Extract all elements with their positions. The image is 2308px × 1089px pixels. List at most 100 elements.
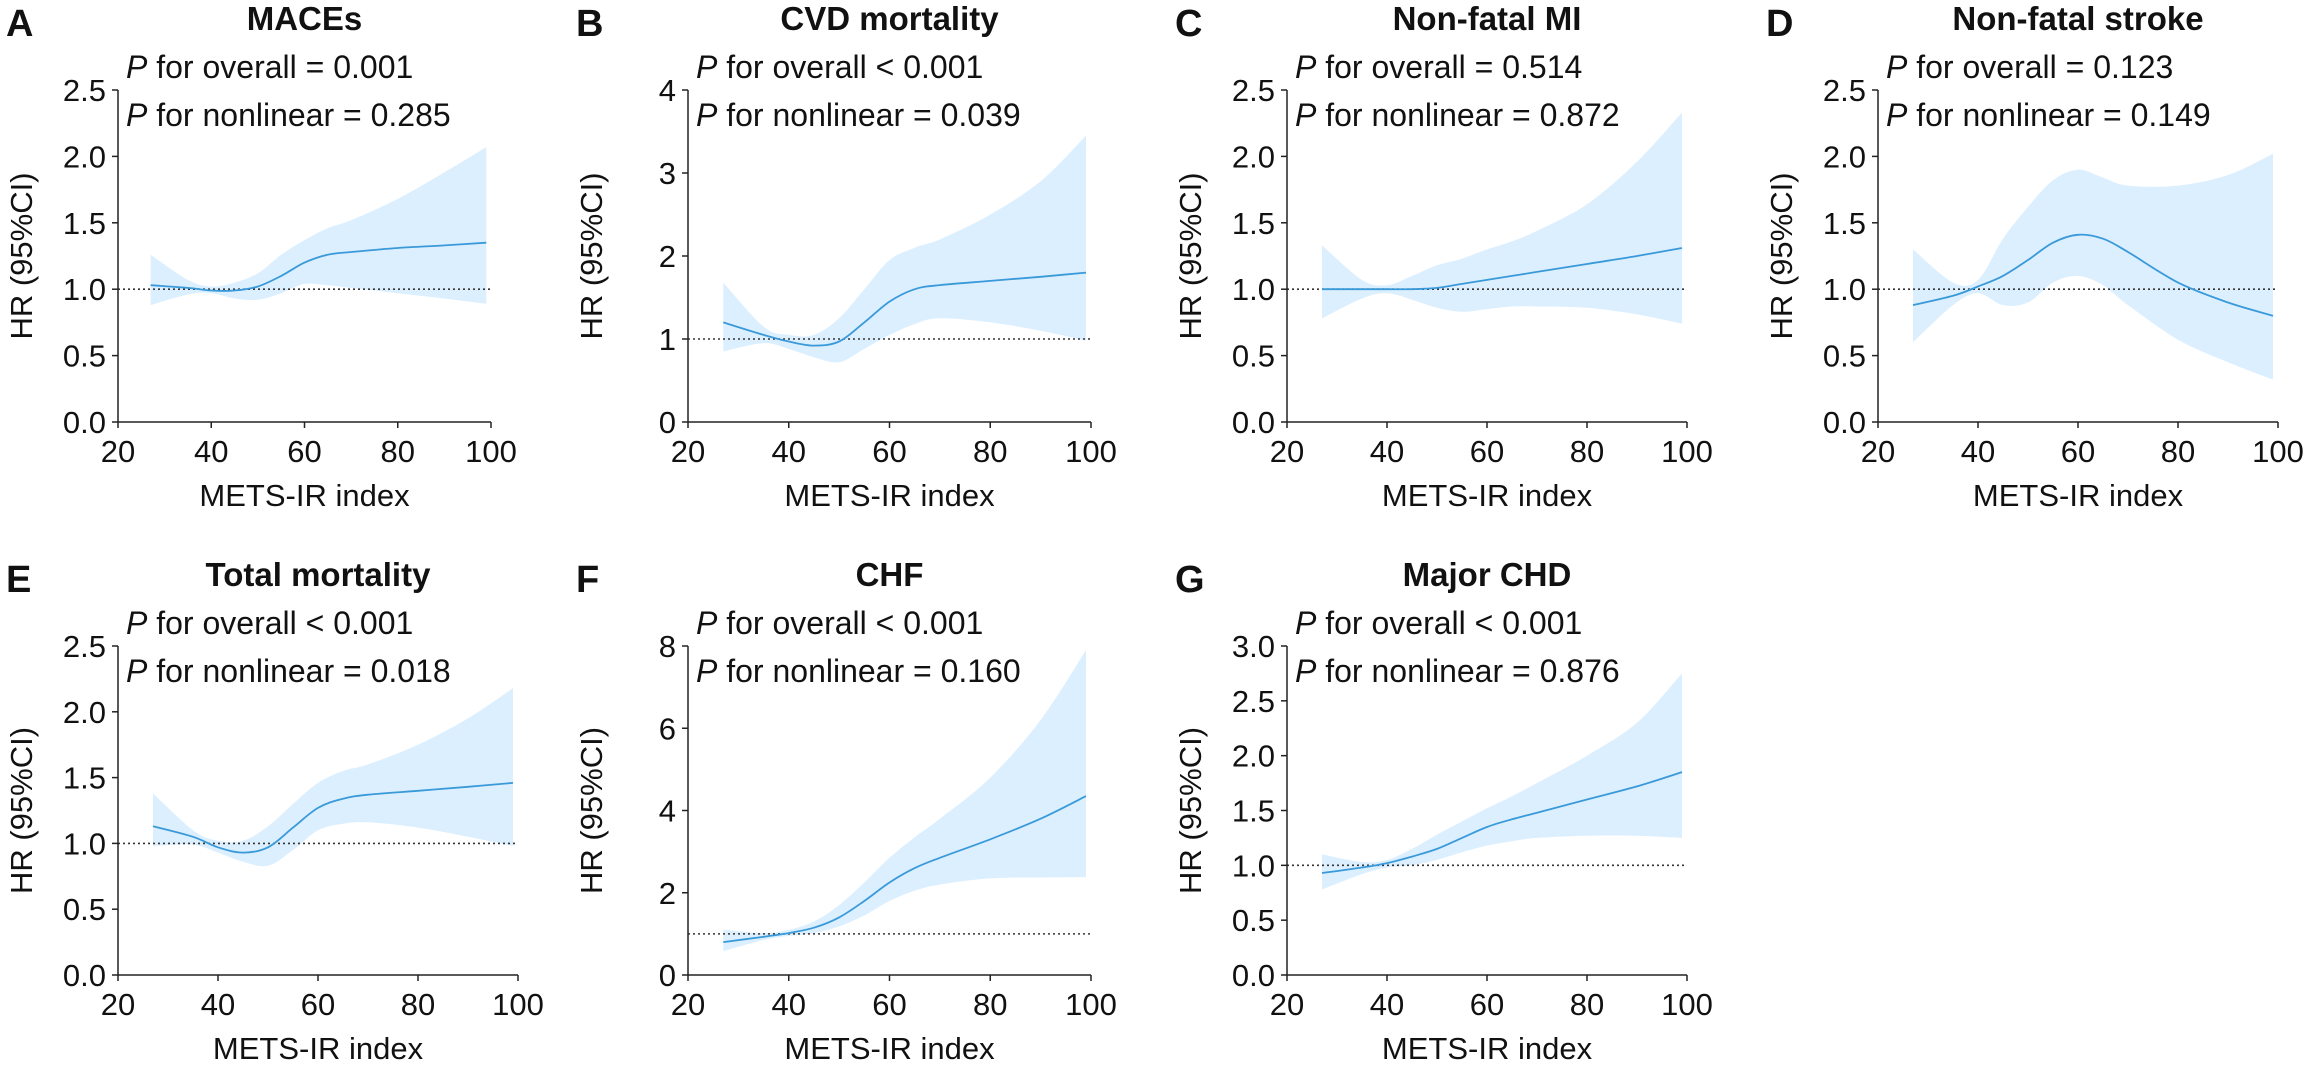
y-axis-label: HR (95%CI) [574, 172, 609, 339]
x-tick-label: 60 [1470, 434, 1504, 469]
p-overall-annotation: P for overall = 0.001 [126, 49, 413, 85]
p-symbol: P [1886, 49, 1908, 85]
y-tick-label: 0.0 [63, 958, 106, 993]
y-tick-label: 2.5 [1232, 684, 1275, 719]
panel-title: CHF [856, 556, 924, 593]
y-tick-label: 4 [659, 794, 676, 829]
y-tick-label: 2 [659, 239, 676, 274]
hr-line [150, 241, 487, 292]
y-tick-label: 1.0 [1823, 272, 1866, 307]
p-nonlinear-annotation: P for nonlinear = 0.149 [1886, 97, 2211, 133]
p-symbol: P [696, 605, 718, 641]
p-nonlinear-annotation: P for nonlinear = 0.872 [1295, 97, 1620, 133]
p-symbol: P [126, 49, 148, 85]
p-symbol: P [1886, 97, 1908, 133]
panel-title: CVD mortality [780, 0, 999, 37]
x-tick-label: 40 [1961, 434, 1995, 469]
p-overall-annotation: P for overall < 0.001 [696, 605, 983, 641]
hr-line [723, 795, 1087, 943]
x-tick-label: 100 [1065, 987, 1117, 1022]
x-axis-label: METS-IR index [1973, 478, 2184, 513]
y-tick-label: 0.5 [1232, 903, 1275, 938]
y-tick-label: 1.5 [63, 761, 106, 796]
ci-band [1913, 153, 2273, 380]
y-tick-label: 1.5 [63, 206, 106, 241]
y-tick-label: 1.5 [1823, 206, 1866, 241]
p-overall-annotation: P for overall < 0.001 [126, 605, 413, 641]
panel-letter: D [1766, 3, 1793, 45]
y-tick-label: 3.0 [1232, 629, 1275, 664]
x-axis-label: METS-IR index [199, 478, 410, 513]
y-tick-label: 4 [659, 73, 676, 108]
x-tick-label: 60 [301, 987, 335, 1022]
y-tick-label: 1.5 [1232, 206, 1275, 241]
y-tick-label: 0.5 [63, 892, 106, 927]
x-tick-label: 80 [2161, 434, 2195, 469]
ci-band [150, 147, 487, 306]
panel-title: Total mortality [206, 556, 432, 593]
panel-letter: F [576, 559, 599, 601]
p-overall-annotation: P for overall < 0.001 [696, 49, 983, 85]
x-tick-label: 20 [1861, 434, 1895, 469]
panel-b: 0 1 2 3 4 20 40 60 80 100 METS-IR index HR (95%CI) B… [574, 0, 1117, 513]
panel-letter: E [6, 559, 31, 601]
p-overall-text: for overall < 0.001 [147, 605, 413, 641]
x-tick-label: 40 [1370, 987, 1404, 1022]
p-symbol: P [696, 653, 718, 689]
p-symbol: P [1295, 97, 1317, 133]
y-axis-label: HR (95%CI) [1173, 727, 1208, 894]
p-symbol: P [126, 605, 148, 641]
p-symbol: P [1295, 49, 1317, 85]
y-tick-label: 0.0 [63, 405, 106, 440]
hr-line [152, 782, 514, 854]
x-axis-label: METS-IR index [784, 478, 995, 513]
p-nonlinear-text: for nonlinear = 0.872 [1316, 97, 1619, 133]
x-tick-label: 100 [1661, 987, 1713, 1022]
x-tick-label: 20 [671, 434, 705, 469]
x-tick-label: 80 [381, 434, 415, 469]
p-nonlinear-text: for nonlinear = 0.876 [1316, 653, 1619, 689]
ci-band [1322, 112, 1682, 324]
ci-band [723, 135, 1086, 363]
x-tick-label: 100 [465, 434, 517, 469]
x-tick-label: 60 [287, 434, 321, 469]
x-tick-label: 20 [101, 987, 135, 1022]
p-overall-text: for overall < 0.001 [717, 49, 983, 85]
x-tick-label: 40 [194, 434, 228, 469]
x-tick-label: 80 [1570, 987, 1604, 1022]
y-tick-label: 2.0 [1823, 139, 1866, 174]
p-nonlinear-annotation: P for nonlinear = 0.039 [696, 97, 1021, 133]
p-nonlinear-annotation: P for nonlinear = 0.160 [696, 653, 1021, 689]
y-tick-label: 2.5 [63, 629, 106, 664]
y-tick-label: 0 [659, 958, 676, 993]
x-tick-label: 80 [973, 987, 1007, 1022]
x-tick-label: 100 [1661, 434, 1713, 469]
x-tick-label: 40 [772, 987, 806, 1022]
x-tick-label: 40 [1370, 434, 1404, 469]
x-axis-label: METS-IR index [1382, 1031, 1593, 1066]
x-tick-label: 100 [2252, 434, 2304, 469]
p-symbol: P [696, 49, 718, 85]
x-tick-label: 60 [1470, 987, 1504, 1022]
y-axis-label: HR (95%CI) [574, 727, 609, 894]
panel-f: 0 2 4 6 8 20 40 60 80 100 METS-IR index HR (95%CI) F… [574, 556, 1117, 1066]
y-tick-label: 8 [659, 629, 676, 664]
p-symbol: P [126, 97, 148, 133]
p-symbol: P [1295, 605, 1317, 641]
panel-letter: B [576, 3, 603, 45]
x-tick-label: 40 [772, 434, 806, 469]
panel-title: Major CHD [1403, 556, 1572, 593]
y-tick-label: 0 [659, 405, 676, 440]
p-overall-text: for overall = 0.001 [147, 49, 413, 85]
ci-band [723, 650, 1086, 952]
hr-line [723, 271, 1087, 347]
p-nonlinear-annotation: P for nonlinear = 0.018 [126, 653, 451, 689]
ci-band [1322, 673, 1682, 890]
panel-title: MACEs [247, 0, 363, 37]
p-overall-annotation: P for overall = 0.514 [1295, 49, 1582, 85]
y-tick-label: 2 [659, 876, 676, 911]
y-axis-label: HR (95%CI) [4, 172, 39, 339]
x-tick-label: 80 [973, 434, 1007, 469]
p-nonlinear-text: for nonlinear = 0.149 [1907, 97, 2210, 133]
hr-line [1912, 233, 2274, 317]
